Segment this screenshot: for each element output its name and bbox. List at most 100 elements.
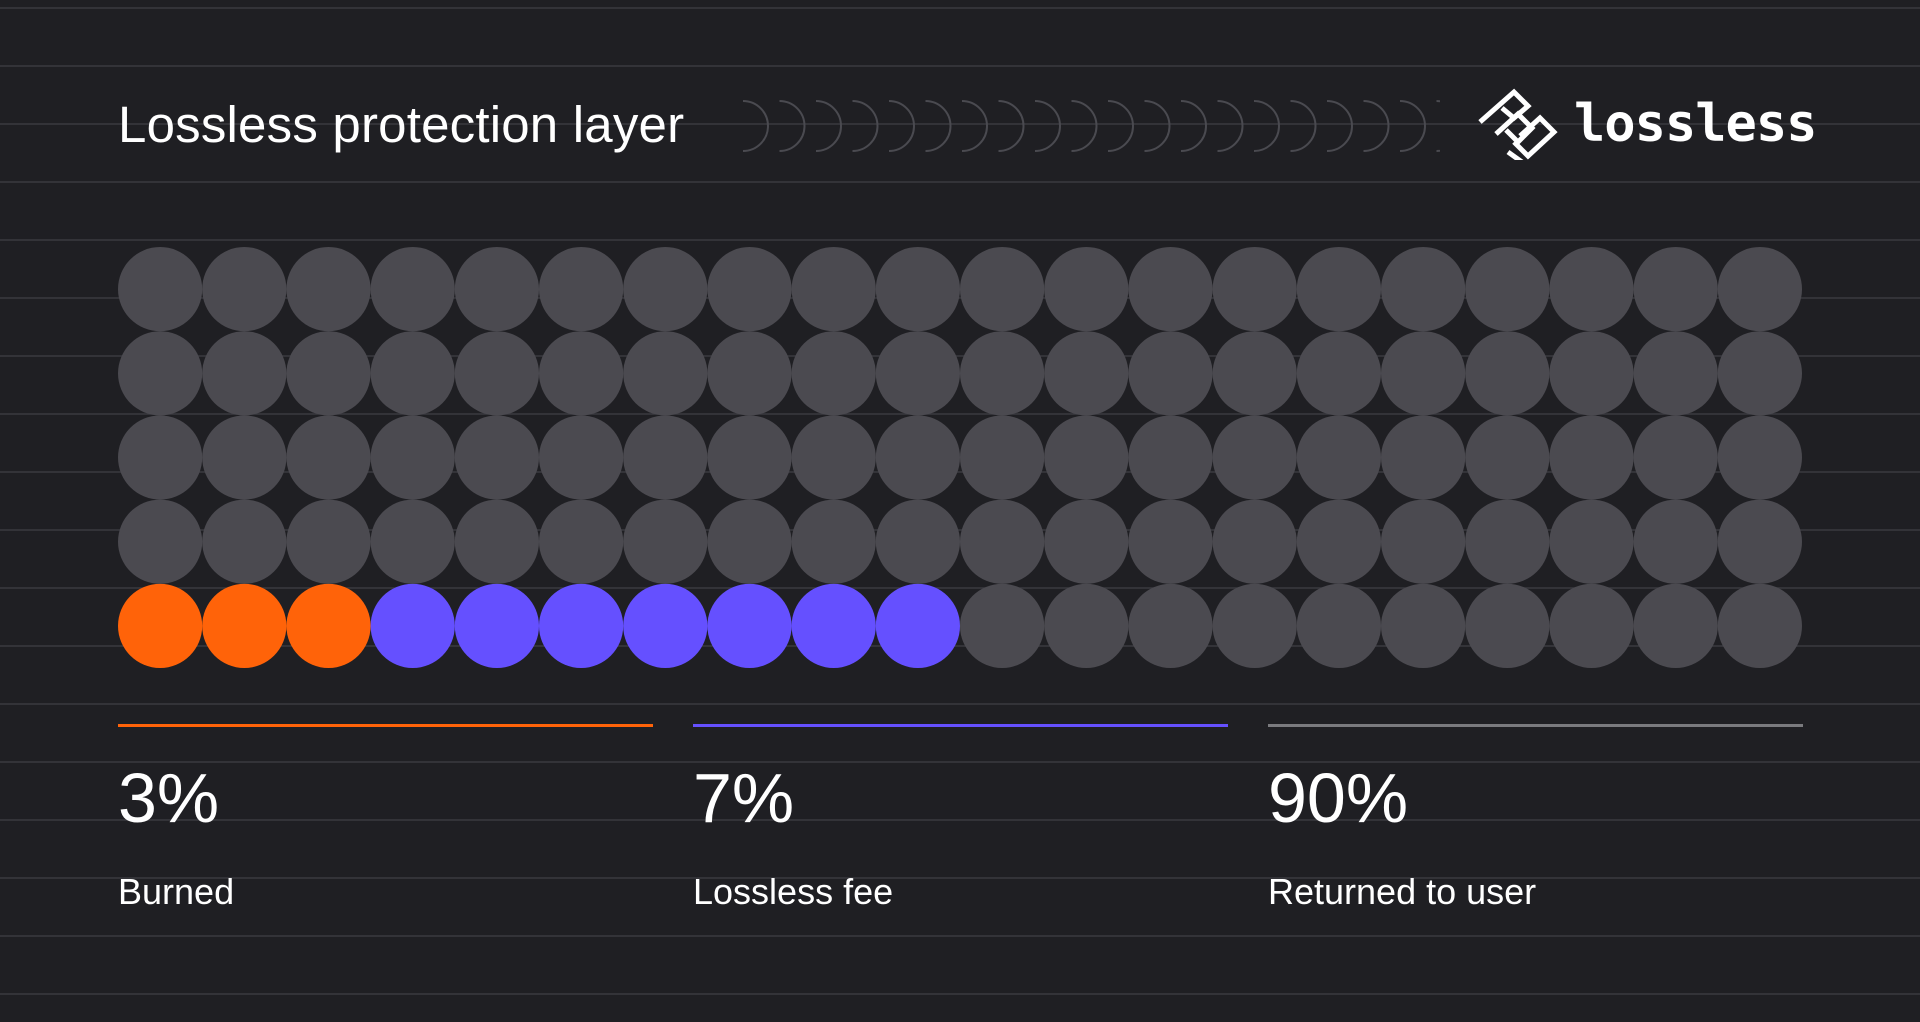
decorative-arc — [888, 100, 915, 152]
waffle-dot — [1465, 583, 1550, 668]
waffle-dot — [454, 583, 539, 668]
legend-value-returned: 90% — [1268, 759, 1409, 837]
waffle-dot — [1296, 247, 1381, 332]
waffle-dot — [791, 331, 876, 416]
waffle-dot — [1128, 583, 1213, 668]
decorative-arc — [815, 100, 842, 152]
waffle-dot — [370, 331, 455, 416]
waffle-dot — [791, 499, 876, 584]
waffle-dot — [623, 415, 708, 500]
waffle-dot — [202, 583, 287, 668]
waffle-dot — [1633, 499, 1718, 584]
waffle-dot — [707, 331, 792, 416]
decorative-arc — [1326, 100, 1353, 152]
waffle-dot — [875, 331, 961, 416]
waffle-dot — [1044, 415, 1129, 500]
decorative-arc — [1144, 100, 1171, 152]
waffle-dot — [286, 247, 371, 332]
waffle-dot — [1465, 247, 1550, 332]
waffle-dot — [454, 499, 539, 584]
legend-value-fee: 7% — [693, 759, 795, 837]
waffle-dot — [370, 583, 455, 668]
waffle-dot — [202, 331, 287, 416]
waffle-dot — [286, 331, 371, 416]
decorative-arc — [852, 100, 879, 152]
waffle-dot — [1549, 247, 1634, 332]
waffle-dot — [1044, 247, 1129, 332]
waffle-dot — [960, 499, 1045, 584]
waffle-dot — [1128, 499, 1213, 584]
legend-label-returned: Returned to user — [1268, 871, 1537, 912]
waffle-dot — [960, 331, 1045, 416]
legend-line-returned — [1268, 724, 1803, 727]
waffle-dot — [118, 247, 203, 332]
waffle-dot — [1296, 331, 1381, 416]
waffle-dot — [539, 331, 624, 416]
waffle-dot — [1044, 499, 1129, 584]
waffle-dot — [539, 247, 624, 332]
waffle-dot — [1296, 583, 1381, 668]
decorative-arcs — [742, 100, 1440, 152]
legend-item-returned: 90% Returned to user — [1268, 724, 1803, 913]
waffle-dot — [875, 583, 961, 668]
waffle-dot — [286, 583, 371, 668]
waffle-dot — [1465, 415, 1550, 500]
lossless-logo-icon — [1478, 88, 1558, 160]
waffle-dot — [1549, 415, 1634, 500]
waffle-dot — [370, 415, 455, 500]
waffle-dot — [539, 499, 624, 584]
waffle-dot — [875, 415, 961, 500]
waffle-dot — [960, 583, 1045, 668]
waffle-dot — [202, 415, 287, 500]
waffle-dot — [707, 415, 792, 500]
waffle-dot — [1633, 583, 1718, 668]
waffle-dot — [286, 415, 371, 500]
waffle-dot — [1212, 247, 1297, 332]
lossless-logo: lossless — [1476, 88, 1817, 160]
legend-item-fee: 7% Lossless fee — [693, 724, 1228, 913]
decorative-arc — [1253, 100, 1280, 152]
waffle-dot — [454, 247, 539, 332]
waffle-dot — [1549, 583, 1634, 668]
waffle-dot — [875, 247, 961, 332]
waffle-dot — [1717, 499, 1802, 584]
waffle-dot — [791, 247, 876, 332]
waffle-dot — [623, 247, 708, 332]
waffle-dot — [539, 415, 624, 500]
waffle-dot — [1633, 415, 1718, 500]
waffle-dot — [1381, 247, 1466, 332]
waffle-dot — [1633, 247, 1718, 332]
waffle-dot — [1381, 499, 1466, 584]
page-title: Lossless protection layer — [118, 96, 685, 153]
waffle-dot — [791, 583, 876, 668]
waffle-dot — [1044, 583, 1129, 668]
waffle-dot — [1465, 499, 1550, 584]
waffle-dot — [539, 583, 624, 668]
waffle-dot — [286, 499, 371, 584]
waffle-dot — [960, 247, 1045, 332]
waffle-dot — [1044, 331, 1129, 416]
waffle-dot — [1381, 583, 1466, 668]
waffle-dot — [1549, 499, 1634, 584]
decorative-arc — [779, 100, 806, 152]
waffle-dot — [1549, 331, 1634, 416]
waffle-dot — [202, 499, 287, 584]
waffle-dot — [118, 499, 203, 584]
waffle-dot — [370, 499, 455, 584]
waffle-dot — [1212, 331, 1297, 416]
legend-line-fee — [693, 724, 1228, 727]
decorative-arc — [1363, 100, 1390, 152]
waffle-dot — [1212, 583, 1297, 668]
waffle-dot — [1212, 499, 1297, 584]
decorative-arc — [925, 100, 952, 152]
waffle-dot — [1381, 415, 1466, 500]
waffle-chart — [118, 247, 1802, 668]
decorative-arc — [998, 100, 1025, 152]
waffle-dot — [454, 415, 539, 500]
waffle-dot — [707, 499, 792, 584]
decorative-arc — [1399, 100, 1426, 152]
waffle-dot — [1296, 415, 1381, 500]
legend-label-fee: Lossless fee — [693, 871, 894, 912]
decorative-arc — [1034, 100, 1061, 152]
legend-item-burned: 3% Burned — [118, 724, 653, 913]
